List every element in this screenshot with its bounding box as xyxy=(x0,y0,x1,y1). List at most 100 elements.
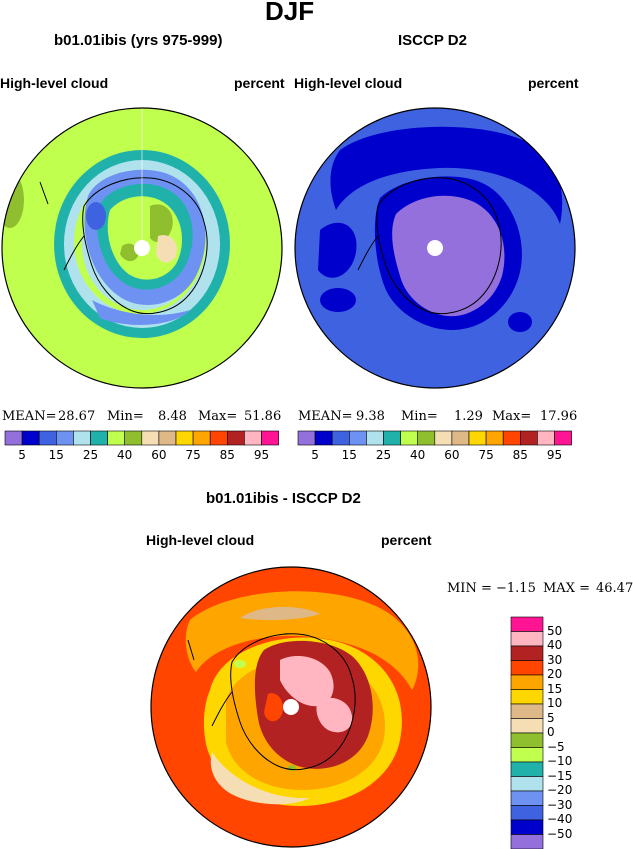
left-colorbar-swatch xyxy=(21,430,40,446)
right-colorbar-tick-label: 40 xyxy=(410,448,426,462)
diff-colorbar-tick-label: 40 xyxy=(547,638,563,652)
right-colorbar-swatch xyxy=(400,430,419,446)
right-units-label: percent xyxy=(528,75,579,91)
left-mean-value: 28.67 xyxy=(58,409,96,424)
diff-colorbar-swatch xyxy=(510,834,544,849)
left-colorbar-tick-label: 60 xyxy=(151,448,167,462)
left-panel-title: b01.01ibis (yrs 975-999) xyxy=(54,32,223,49)
right-colorbar-tick-label: 5 xyxy=(311,448,319,462)
diff-colorbar-tick-label: 10 xyxy=(547,696,563,710)
right-map-sw-patch xyxy=(320,288,356,312)
diff-colorbar-swatch xyxy=(510,645,544,661)
left-min-label: Min= xyxy=(107,409,144,424)
diff-map-west-orange xyxy=(264,693,283,722)
right-map-outline xyxy=(294,107,576,389)
right-colorbar-swatch xyxy=(434,430,453,446)
diff-colorbar-swatch xyxy=(510,660,544,676)
left-colorbar-swatch xyxy=(90,430,108,446)
diff-map-pink-2 xyxy=(316,697,353,733)
right-field-label: High-level cloud xyxy=(294,75,403,91)
diff-map-pole-hole xyxy=(283,699,299,715)
right-colorbar-swatch xyxy=(348,430,367,446)
left-mean-label: MEAN= xyxy=(2,409,57,424)
left-colorbar-swatch xyxy=(73,430,91,446)
right-colorbar-swatch xyxy=(383,430,401,446)
diff-colorbar-swatch xyxy=(510,747,544,763)
diff-units-label: percent xyxy=(381,532,432,548)
diff-map-green-spot xyxy=(234,660,246,668)
diff-colorbar-tick-label: 30 xyxy=(547,652,563,667)
left-colorbar-tick-label: 5 xyxy=(18,448,26,462)
diff-colorbar-tick-label: −40 xyxy=(547,812,573,826)
right-map-peninsula xyxy=(357,235,379,271)
right-map-se-patch xyxy=(508,312,532,332)
diff-map-pink-1 xyxy=(280,656,334,707)
right-colorbar-tick-label: 75 xyxy=(478,448,494,462)
diff-colorbar-swatch xyxy=(510,819,544,835)
right-colorbar-swatch xyxy=(314,430,333,446)
right-map-north-band xyxy=(330,126,563,224)
right-colorbar-swatch xyxy=(519,430,538,446)
left-colorbar-swatch xyxy=(141,430,160,446)
left-colorbar-tick-label: 75 xyxy=(185,448,201,462)
left-colorbar-tick-label: 95 xyxy=(253,448,270,462)
left-colorbar-swatch xyxy=(192,430,211,446)
left-colorbar-swatch xyxy=(124,430,143,446)
diff-colorbar-tick-label: 0 xyxy=(547,725,555,739)
left-colorbar-swatch xyxy=(209,430,228,446)
right-panel-title: ISCCP D2 xyxy=(398,32,467,49)
left-colorbar-swatch xyxy=(158,430,177,446)
left-map-coastline xyxy=(82,177,208,315)
left-map-outline xyxy=(1,107,283,389)
diff-colorbar-swatch xyxy=(510,689,544,705)
diff-colorbar-tick-label: −20 xyxy=(547,783,573,797)
left-map-ross-sea xyxy=(92,300,190,325)
diff-polar-map xyxy=(151,567,431,847)
right-min-label: Min= xyxy=(401,409,438,424)
left-colorbar-swatch xyxy=(107,430,125,446)
right-colorbar-swatch xyxy=(451,430,470,446)
left-max-label: Max= xyxy=(198,409,238,424)
right-colorbar-tick-label: 15 xyxy=(341,448,357,462)
left-min-value: 8.48 xyxy=(158,409,187,424)
diff-colorbar-swatch xyxy=(510,616,544,632)
diff-colorbar-swatch xyxy=(510,631,544,647)
right-mean-label: MEAN= xyxy=(298,409,353,424)
diff-field-label: High-level cloud xyxy=(146,532,255,548)
right-map-continent-purple xyxy=(392,195,505,317)
right-colorbar-swatch xyxy=(468,430,487,446)
left-colorbar-tick-label: 15 xyxy=(48,448,64,462)
diff-min-label: MIN = xyxy=(447,581,492,596)
right-colorbar-swatch xyxy=(366,430,384,446)
diff-panel-title: b01.01ibis - ISCCP D2 xyxy=(206,490,361,507)
diff-max-value: 46.47 xyxy=(596,581,633,596)
diff-colorbar-tick-label: −50 xyxy=(547,826,573,841)
diff-colorbar-swatch xyxy=(510,718,544,734)
left-polar-map xyxy=(2,108,282,388)
left-colorbar-swatch xyxy=(55,430,74,446)
diff-min-value: −1.15 xyxy=(496,581,536,596)
main-title: DJF xyxy=(265,0,315,26)
right-max-value: 17.96 xyxy=(540,409,578,424)
diff-colorbar-swatch xyxy=(510,805,544,821)
left-colorbar-tick-label: 25 xyxy=(82,448,99,462)
diff-colorbar-tick-label: −5 xyxy=(547,739,565,754)
right-colorbar-tick-label: 25 xyxy=(375,448,392,462)
colorbars xyxy=(4,430,572,849)
diff-map-ross-tan xyxy=(210,752,310,805)
diff-colorbar-swatch xyxy=(510,776,544,792)
diff-colorbar-tick-label: −10 xyxy=(547,754,573,768)
left-map-west-patch xyxy=(120,243,139,262)
left-units-label: percent xyxy=(234,75,285,91)
right-mean-value: 9.38 xyxy=(356,409,385,424)
right-colorbar-swatch xyxy=(502,430,521,446)
right-colorbar-tick-label: 95 xyxy=(546,448,563,462)
right-map-west-patch xyxy=(318,222,357,278)
right-max-label: Max= xyxy=(492,409,532,424)
right-colorbar-tick-label: 85 xyxy=(512,448,528,462)
right-map-coastline xyxy=(376,177,502,315)
diff-colorbar-tick-label: −30 xyxy=(547,797,573,812)
diff-colorbar-tick-label: 5 xyxy=(547,710,555,725)
diff-colorbar-swatch xyxy=(510,790,544,806)
